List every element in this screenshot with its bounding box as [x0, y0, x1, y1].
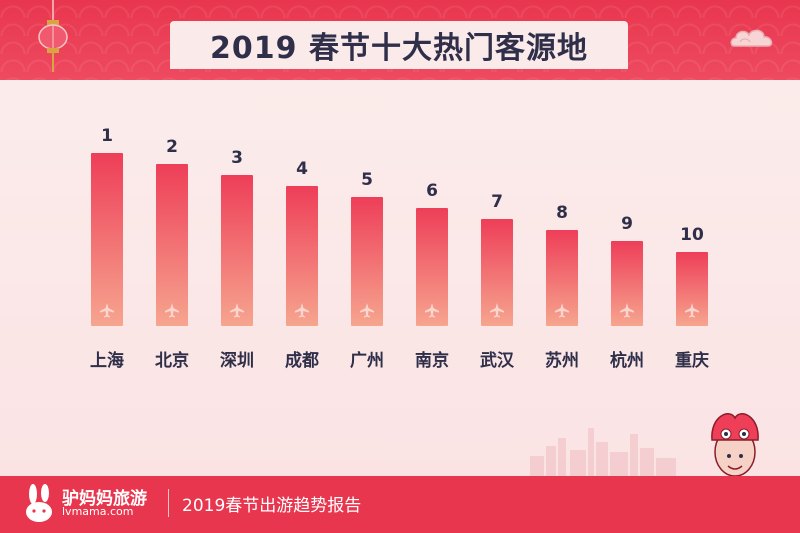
- bar-广州: [351, 197, 383, 326]
- category-label: 杭州: [610, 350, 644, 371]
- page-title: 2019 春节十大热门客源地: [210, 31, 588, 66]
- rank-label: 9: [621, 214, 633, 234]
- airplane-icon: [555, 303, 569, 318]
- bar-南京: [416, 208, 448, 326]
- footer-caption: 2019春节出游趋势报告: [182, 496, 362, 516]
- category-label: 重庆: [675, 350, 709, 371]
- bar-成都: [286, 186, 318, 326]
- airplane-icon: [425, 303, 439, 318]
- rank-label: 4: [296, 159, 308, 179]
- bar-北京: [156, 164, 188, 326]
- category-label: 上海: [90, 350, 124, 371]
- bar-上海: [91, 153, 123, 326]
- airplane-icon: [685, 303, 699, 318]
- category-label: 深圳: [220, 350, 254, 371]
- brand-url: lvmama.com: [62, 505, 134, 518]
- rank-label: 3: [231, 148, 243, 168]
- rank-label: 5: [361, 170, 373, 190]
- bar-深圳: [221, 175, 253, 326]
- category-label: 北京: [155, 350, 189, 371]
- category-label: 武汉: [480, 350, 515, 371]
- rank-label: 6: [426, 181, 438, 201]
- airplane-icon: [230, 303, 244, 318]
- category-label: 广州: [350, 350, 384, 371]
- airplane-icon: [490, 303, 504, 318]
- city-skyline: [530, 428, 676, 476]
- rank-label: 10: [680, 225, 704, 245]
- lantern-icon: [38, 0, 68, 72]
- airplane-icon: [620, 303, 634, 318]
- airplane-icon: [360, 303, 374, 318]
- rabbit-logo-icon: [26, 484, 52, 522]
- category-label: 成都: [285, 350, 319, 371]
- footer-divider: [168, 489, 169, 517]
- rank-label: 8: [556, 203, 568, 223]
- bar-重庆: [676, 252, 708, 326]
- cloud-icon: [730, 29, 773, 47]
- rank-label: 7: [491, 192, 503, 212]
- bar-武汉: [481, 219, 513, 326]
- footer-bar: [0, 476, 800, 533]
- chart-background: [0, 80, 800, 476]
- brand-name: 驴妈妈旅游: [62, 489, 147, 509]
- airplane-icon: [100, 303, 114, 318]
- bar-杭州: [611, 241, 643, 326]
- title-box: 2019 春节十大热门客源地: [170, 21, 628, 69]
- bar-chart: 1 上海 2 北京 3 深圳 4 成都 5 广州 6 南京 7 武汉 8 苏州 9 杭州 10 重庆: [90, 126, 709, 371]
- rank-label: 2: [166, 137, 178, 157]
- rank-label: 1: [101, 126, 113, 146]
- bar-苏州: [546, 230, 578, 326]
- airplane-icon: [165, 303, 179, 318]
- category-label: 苏州: [545, 350, 579, 371]
- airplane-icon: [295, 303, 309, 318]
- category-label: 南京: [415, 350, 449, 371]
